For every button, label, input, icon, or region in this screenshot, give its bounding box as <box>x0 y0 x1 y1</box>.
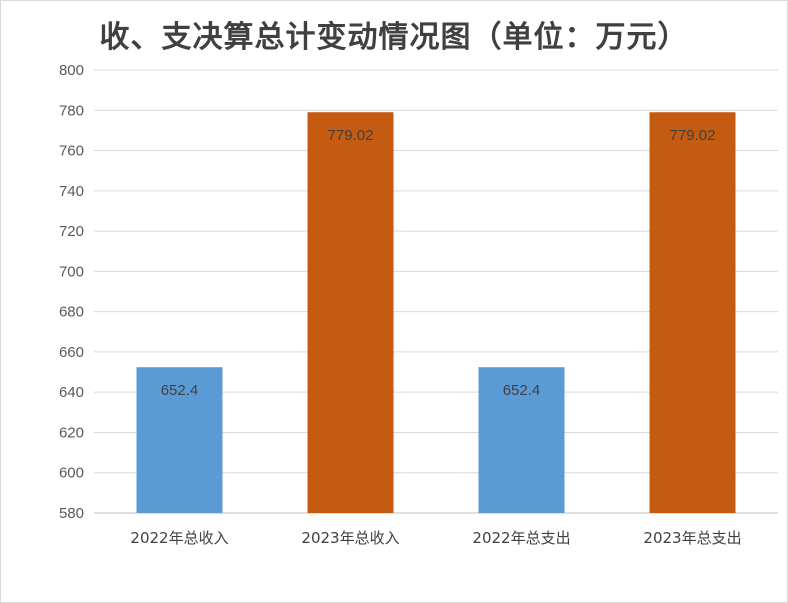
data-label: 652.4 <box>161 382 199 399</box>
y-tick-label: 600 <box>59 465 84 482</box>
x-tick-label: 2023年总支出 <box>643 529 741 547</box>
y-tick-label: 780 <box>59 102 84 119</box>
x-tick-label: 2022年总收入 <box>130 529 228 547</box>
y-tick-label: 680 <box>59 304 84 321</box>
y-tick-label: 760 <box>59 143 84 160</box>
data-label: 779.02 <box>670 127 716 144</box>
y-tick-label: 580 <box>59 505 84 522</box>
y-tick-label: 740 <box>59 183 84 200</box>
x-tick-label: 2022年总支出 <box>472 529 570 547</box>
x-tick-label: 2023年总收入 <box>301 529 399 547</box>
chart-title: 收、支决算总计变动情况图（单位：万元） <box>99 20 689 55</box>
data-label: 652.4 <box>503 382 541 399</box>
x-axis: 2022年总收入 2023年总收入 2022年总支出 2023年总支出 <box>130 529 741 547</box>
y-tick-label: 720 <box>59 223 84 240</box>
y-tick-label: 660 <box>59 344 84 361</box>
bar <box>649 112 736 513</box>
bar <box>478 367 565 513</box>
y-tick-label: 640 <box>59 384 84 401</box>
y-tick-label: 620 <box>59 424 84 441</box>
bars: 652.4 779.02 652.4 779.02 <box>136 112 736 513</box>
y-tick-label: 800 <box>59 62 84 79</box>
y-tick-label: 700 <box>59 263 84 280</box>
bar <box>136 367 223 513</box>
y-axis: 580 600 620 640 660 680 700 720 740 760 780 800 <box>59 62 84 522</box>
data-label: 779.02 <box>328 127 374 144</box>
bar <box>307 112 394 513</box>
